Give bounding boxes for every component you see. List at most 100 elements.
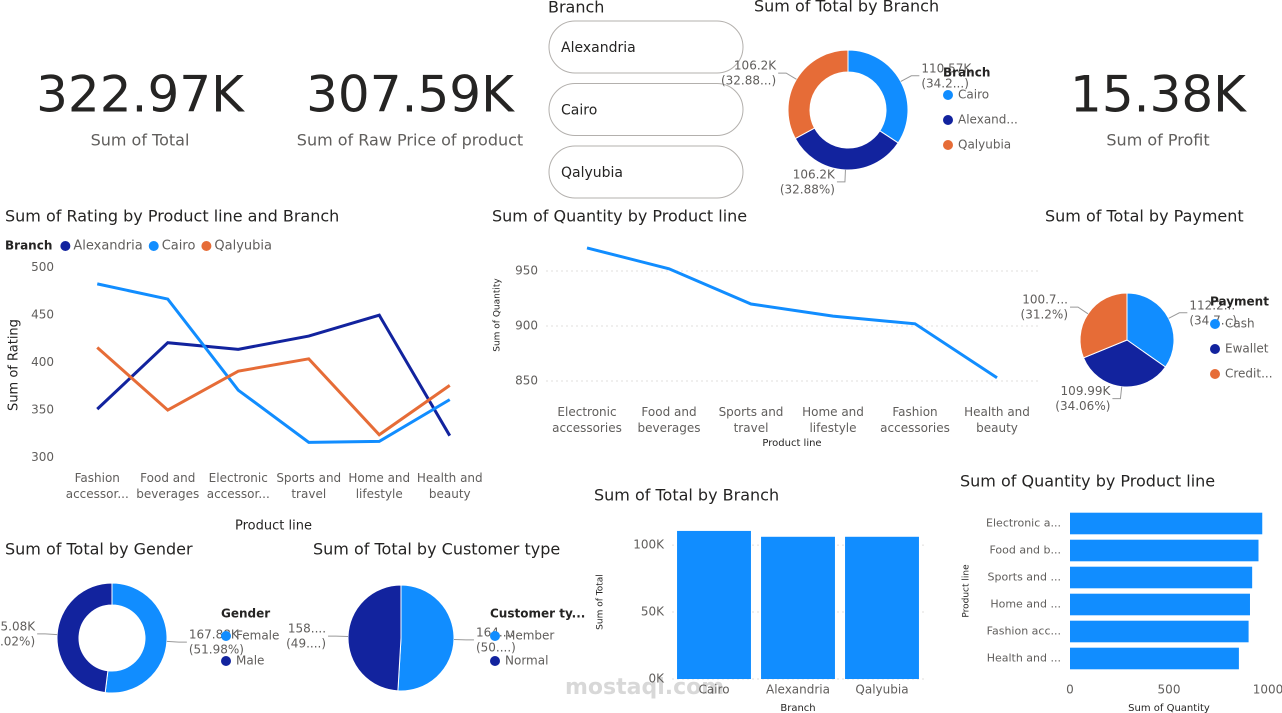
legend-marker [943, 90, 953, 100]
slice [56, 582, 113, 694]
slice [347, 584, 402, 692]
y-tick-label: 500 [31, 260, 54, 274]
data-label: (34.06%) [1055, 399, 1110, 413]
x-tick-label: Cairo [698, 683, 729, 697]
data-label: 100.7... [1022, 293, 1068, 307]
legend-label: Cairo [162, 239, 196, 254]
slice [787, 49, 849, 140]
kpi-label: Sum of Raw Price of product [297, 131, 523, 150]
slicer-label: Alexandria [561, 40, 636, 56]
legend-label: Male [236, 654, 264, 668]
y-tick-label: 50K [641, 605, 665, 619]
x-tick-label: 500 [1158, 683, 1181, 697]
bar [761, 536, 835, 679]
x-tick-label: Alexandria [766, 683, 830, 697]
kpi-value: 15.38K [1070, 66, 1247, 124]
legend-title: Branch [5, 239, 52, 253]
bar [1070, 512, 1263, 535]
y-axis-label: Sum of Quantity [493, 278, 503, 352]
legend-label: Qalyubia [958, 138, 1011, 152]
legend-label: Female [236, 629, 279, 643]
slicer-item[interactable] [548, 20, 744, 74]
slice [1079, 292, 1128, 359]
y-tick-label: 850 [515, 374, 538, 388]
x-tick-label: Qalyubia [855, 683, 908, 697]
bar [1070, 647, 1239, 670]
x-tick-label: Fashion accessories [880, 405, 950, 435]
legend-title: Customer ty... [490, 607, 585, 621]
chart-title: Sum of Total by Branch [754, 0, 939, 16]
line [96, 313, 452, 437]
legend-label: Credit... [1225, 367, 1273, 381]
bar [845, 536, 919, 679]
legend-label: Qalyubia [214, 239, 272, 254]
chart-title: Sum of Quantity by Product line [492, 207, 747, 226]
x-tick-label: Home and lifestyle [348, 471, 411, 501]
slicer-label: Cairo [561, 103, 597, 119]
y-tick-label: Home and ... [990, 598, 1061, 611]
x-tick-label: Sports and travel [276, 471, 342, 501]
legend-title: Gender [221, 607, 270, 621]
slice [104, 582, 168, 694]
leader-line [37, 633, 58, 636]
kpi-value: 322.97K [36, 66, 245, 124]
leader-line [836, 169, 846, 183]
line [96, 282, 451, 444]
x-tick-label: Fashion accessor... [65, 471, 129, 501]
data-label: (50....) [476, 640, 516, 654]
legend-marker [1210, 344, 1220, 354]
slicer-item[interactable] [548, 145, 744, 199]
y-tick-label: 900 [515, 319, 538, 333]
y-tick-label: 100K [633, 538, 665, 552]
legend-marker [201, 241, 212, 251]
y-tick-label: 0K [648, 672, 665, 686]
y-tick-label: Food and b... [989, 544, 1061, 557]
kpi-value: 307.59K [306, 66, 515, 124]
kpi-label: Sum of Total [91, 131, 190, 150]
data-label: 109.99K [1061, 384, 1112, 398]
x-axis-label: Product line [762, 438, 821, 449]
legend-label: Ewallet [1225, 342, 1269, 356]
data-label: (31.2%) [1021, 308, 1068, 322]
legend-marker [943, 115, 953, 125]
slice [397, 584, 455, 692]
y-axis-label: Product line [962, 564, 972, 618]
data-label: 158.... [288, 622, 326, 636]
bar [1070, 593, 1250, 616]
slicer-item[interactable] [548, 83, 744, 136]
data-label: 167.88K [189, 628, 240, 642]
legend-marker [148, 241, 159, 251]
data-label: (32.88%) [780, 182, 835, 196]
x-tick-label: Health and beauty [964, 405, 1030, 435]
y-tick-label: Sports and ... [988, 571, 1061, 584]
y-axis-label: Sum of Total [596, 574, 606, 630]
line [586, 246, 998, 379]
data-label: (32.88...) [721, 74, 776, 88]
legend-marker [1210, 319, 1220, 329]
chart-title: Sum of Total by Branch [594, 486, 779, 505]
legend-marker [221, 656, 231, 666]
bar [677, 530, 751, 679]
leader-line [1112, 386, 1123, 400]
x-tick-label: Home and lifestyle [802, 405, 864, 435]
data-label: (49....) [286, 637, 326, 651]
leader-line [1168, 312, 1188, 319]
chart-title: Sum of Total by Customer type [313, 540, 560, 559]
x-tick-label: 1000 [1253, 683, 1282, 697]
data-label: 110.57K [921, 61, 972, 75]
y-tick-label: 400 [31, 355, 54, 369]
y-tick-label: Health and ... [987, 652, 1061, 665]
bar [1070, 539, 1259, 562]
data-label: 112.2... [1189, 298, 1235, 312]
legend-marker [221, 631, 231, 641]
legend-title: Payment [1210, 295, 1269, 309]
x-tick-label: Electronic accessories [552, 405, 622, 435]
x-axis-label: Product line [235, 519, 312, 534]
legend-label: Member [505, 629, 554, 643]
data-label: 106.2K [793, 167, 836, 181]
chart-title: Sum of Total by Payment [1045, 207, 1244, 226]
chart-title: Sum of Total by Gender [5, 540, 193, 559]
bar [1070, 566, 1253, 589]
